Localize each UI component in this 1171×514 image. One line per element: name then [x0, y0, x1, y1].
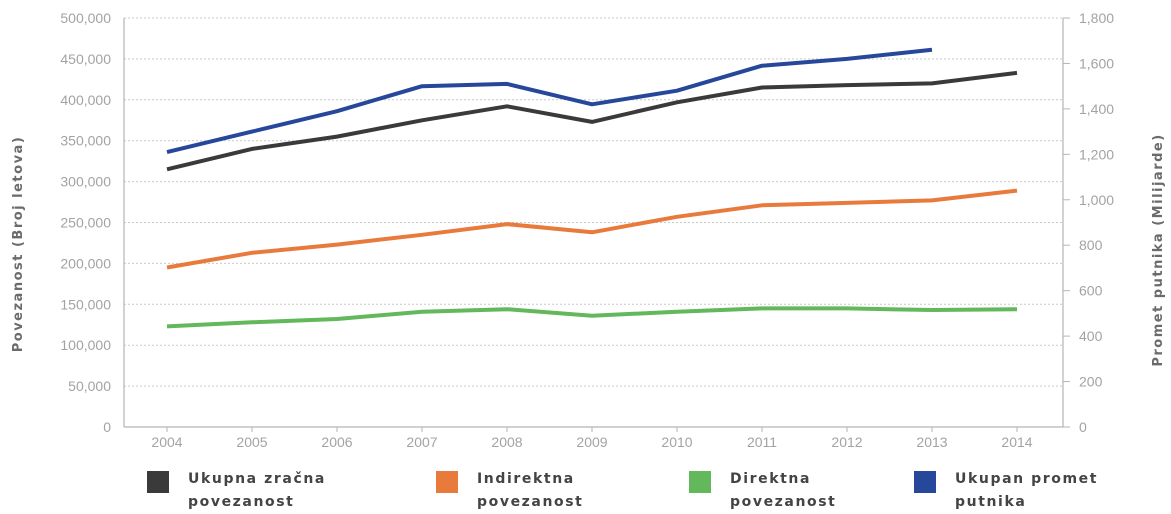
series-line-ukupna-zra-na-povezanost: [166, 70, 1018, 172]
series-line-direktna-povezanost: [166, 306, 1018, 329]
right-axis-ticks: 0 200 400 600 800 1,000 1,200 1,400 1,600 1,800: [1079, 10, 1114, 435]
x-axis-ticks: 2004 2005 2006 2007 2008 2009 2010 2011 2012 2013…: [151, 434, 1032, 450]
left-tick-label: 200,000: [60, 255, 111, 271]
left-tick-label: 400,000: [60, 92, 111, 108]
legend-swatch: [147, 471, 169, 493]
axes: [123, 17, 1070, 432]
x-tick-label: 2006: [321, 434, 352, 450]
legend-swatch: [436, 471, 458, 493]
left-tick-label: 450,000: [60, 51, 111, 67]
legend-item-direktna: Direktna povezanost: [689, 468, 836, 514]
right-tick-label: 200: [1079, 374, 1103, 390]
right-tick-label: 800: [1079, 237, 1103, 253]
right-tick-label: 1,000: [1079, 192, 1114, 208]
left-tick-label: 150,000: [60, 296, 111, 312]
left-tick-label: 350,000: [60, 133, 111, 149]
series-line-ukupan-promet-putnika: [166, 47, 933, 155]
legend-swatch: [689, 471, 711, 493]
legend-item-indirektna: Indirektna povezanost: [436, 468, 583, 514]
right-tick-label: 1,400: [1079, 101, 1114, 117]
right-axis-title: Promet putnika (Milijarde): [1151, 133, 1166, 366]
x-tick-label: 2013: [916, 434, 947, 450]
x-tick-label: 2007: [406, 434, 437, 450]
left-axis-ticks: 0 50,000 100,000 150,000 200,000 250,000 300,0…: [60, 10, 111, 435]
series-line-indirektna-povezanost: [166, 188, 1018, 270]
left-tick-label: 0: [103, 419, 111, 435]
legend-item-promet: Ukupan promet putnika: [914, 468, 1098, 514]
x-tick-label: 2014: [1001, 434, 1032, 450]
x-tick-label: 2008: [491, 434, 522, 450]
legend-item-ukupna: Ukupna zračna povezanost: [147, 468, 326, 514]
x-tick-label: 2005: [236, 434, 267, 450]
right-tick-label: 400: [1079, 328, 1103, 344]
legend-label: Ukupna zračna povezanost: [188, 471, 326, 510]
legend-swatch: [914, 471, 936, 493]
right-tick-label: 600: [1079, 283, 1103, 299]
right-tick-label: 1,200: [1079, 146, 1114, 162]
right-tick-label: 1,600: [1079, 55, 1114, 71]
left-axis-title: Povezanost (Broj letova): [11, 136, 26, 353]
series-lines: [166, 47, 1018, 329]
left-tick-label: 50,000: [68, 378, 111, 394]
gridlines: [124, 17, 1063, 387]
x-tick-label: 2009: [576, 434, 607, 450]
legend-label: Direktna povezanost: [730, 471, 837, 510]
x-tick-label: 2010: [661, 434, 692, 450]
right-tick-label: 0: [1079, 419, 1087, 435]
left-tick-label: 250,000: [60, 215, 111, 231]
left-tick-label: 300,000: [60, 174, 111, 190]
x-tick-label: 2004: [151, 434, 182, 450]
x-tick-label: 2012: [831, 434, 862, 450]
legend-label: Indirektna povezanost: [477, 471, 584, 510]
x-tick-label: 2011: [747, 434, 777, 450]
left-tick-label: 100,000: [60, 337, 111, 353]
legend: Ukupna zračna povezanost Indirektna pove…: [0, 462, 1171, 513]
right-tick-label: 1,800: [1079, 10, 1114, 26]
left-tick-label: 500,000: [60, 10, 111, 26]
legend-label: Ukupan promet putnika: [955, 471, 1099, 510]
